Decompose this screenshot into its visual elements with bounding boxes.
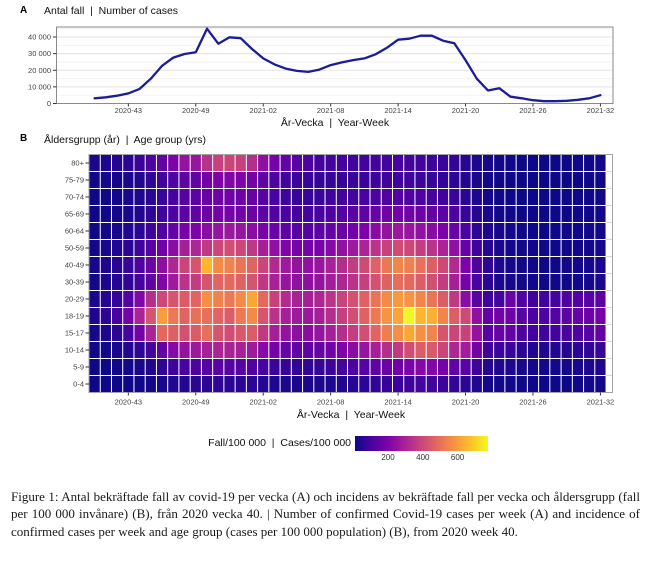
svg-text:50-59: 50-59 <box>65 244 84 253</box>
panel-a-x-axis-title: År-Vecka | Year-Week <box>280 117 390 129</box>
svg-text:2021-32: 2021-32 <box>587 398 615 407</box>
svg-text:2021-32: 2021-32 <box>587 106 615 115</box>
svg-text:2020-49: 2020-49 <box>182 106 210 115</box>
panel-a-frame <box>56 26 614 104</box>
svg-text:30-39: 30-39 <box>65 278 84 287</box>
svg-text:60-64: 60-64 <box>65 227 84 236</box>
colorbar-label: Fall/100 000 | Cases/100 000 <box>208 437 351 449</box>
svg-text:20-29: 20-29 <box>65 295 84 304</box>
svg-text:40 000: 40 000 <box>28 33 51 42</box>
svg-text:20 000: 20 000 <box>28 66 51 75</box>
svg-text:10-14: 10-14 <box>65 346 84 355</box>
y-axis-a: 0 10 000 20 000 30 000 40 000 <box>28 33 57 108</box>
svg-text:2020-43: 2020-43 <box>115 398 143 407</box>
svg-text:15-17: 15-17 <box>65 329 84 338</box>
svg-text:2021-02: 2021-02 <box>249 106 277 115</box>
colorbar-tick-label: 400 <box>416 453 430 462</box>
colorbar-tick-label: 200 <box>381 453 395 462</box>
svg-text:18-19: 18-19 <box>65 312 84 321</box>
y-axis-b: 80+ 75-79 70-74 65-69 60-64 50-59 40-49 30-39 20… <box>65 159 89 389</box>
heatmap-cells <box>89 155 606 392</box>
figure-caption: Figure 1: Antal bekräftade fall av covid… <box>11 489 640 539</box>
svg-text:70-74: 70-74 <box>65 193 84 202</box>
svg-text:2021-14: 2021-14 <box>384 398 412 407</box>
x-axis-a: 2020-43 2020-49 2021-02 2021-08 2021-14 2021-… <box>115 103 615 115</box>
svg-text:2020-43: 2020-43 <box>115 106 143 115</box>
svg-text:2021-26: 2021-26 <box>519 106 547 115</box>
svg-text:0: 0 <box>47 99 51 108</box>
panel-a-label: A <box>20 5 28 16</box>
svg-text:2020-49: 2020-49 <box>182 398 210 407</box>
svg-text:2021-26: 2021-26 <box>519 398 547 407</box>
svg-text:5-9: 5-9 <box>73 363 84 372</box>
panel-b-frame <box>88 154 613 393</box>
panel-b-x-axis-title: År-Vecka | Year-Week <box>296 409 406 421</box>
cases-line-series <box>93 27 602 103</box>
svg-text:40-49: 40-49 <box>65 261 84 270</box>
svg-text:2021-14: 2021-14 <box>384 106 412 115</box>
svg-text:75-79: 75-79 <box>65 176 84 185</box>
svg-text:2021-08: 2021-08 <box>317 106 345 115</box>
svg-text:2021-02: 2021-02 <box>249 398 277 407</box>
svg-text:2021-08: 2021-08 <box>317 398 345 407</box>
svg-text:2021-20: 2021-20 <box>452 398 480 407</box>
panel-b-title: Åldersgrupp (år) | Age group (yrs) <box>44 134 207 146</box>
colorbar <box>355 436 488 451</box>
svg-text:30 000: 30 000 <box>28 49 51 58</box>
x-axis-b: 2020-43 2020-49 2021-02 2021-08 2021-14 2021-… <box>115 392 615 407</box>
line-chart-panel <box>56 26 614 104</box>
svg-text:0-4: 0-4 <box>73 380 84 389</box>
svg-text:80+: 80+ <box>71 159 84 168</box>
colorbar-tick-label: 600 <box>450 453 465 462</box>
svg-text:65-69: 65-69 <box>65 210 84 219</box>
svg-text:10 000: 10 000 <box>28 82 51 91</box>
panel-b-label: B <box>20 133 28 144</box>
panel-a-title: Antal fall | Number of cases <box>44 5 179 17</box>
svg-text:2021-20: 2021-20 <box>452 106 480 115</box>
